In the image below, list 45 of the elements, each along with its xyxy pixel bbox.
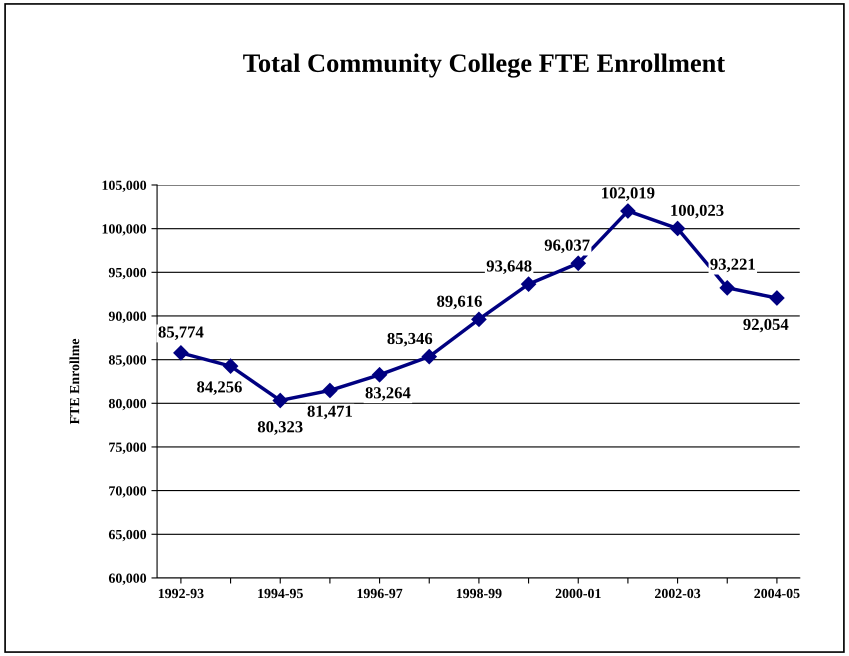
point: [322, 382, 338, 398]
text: 96,037: [544, 240, 590, 254]
y-tick-label: 95,000: [108, 268, 146, 280]
y-tick-label: 70,000: [109, 486, 146, 498]
x-tick-label: 1992-93: [158, 588, 204, 598]
y-tick-label: 105,000: [102, 180, 146, 192]
y-tick-label: 90,000: [108, 312, 146, 323]
y-tick-label: 85,000: [108, 355, 146, 367]
text: 81,471: [308, 406, 352, 420]
y-tick-label: 100,000: [102, 224, 146, 236]
y-tick-label: 60,000: [108, 574, 146, 585]
point: [521, 276, 536, 292]
text: 85,346: [387, 332, 432, 347]
chart-title: Total Community College FTE Enrollment: [243, 54, 726, 78]
text: 80,323: [258, 421, 303, 435]
text: 84,256: [197, 381, 242, 395]
point: [372, 367, 388, 382]
text: 93,221: [710, 258, 755, 272]
point: [223, 358, 238, 374]
text: 89,616: [437, 296, 482, 310]
text: 100,023: [671, 204, 724, 218]
text: 85,774: [158, 326, 204, 340]
point: [471, 312, 486, 327]
point: [769, 290, 784, 306]
x-tick-label: 2004-05: [754, 588, 800, 598]
point: [620, 203, 636, 219]
point: [272, 392, 288, 408]
x-tick-label: 2000-01: [556, 588, 601, 598]
y-tick-label: 80,000: [108, 398, 146, 410]
y-axis-title: FTE Enrollme: [69, 338, 80, 424]
point: [720, 280, 735, 296]
text: 83,264: [366, 387, 411, 401]
x-tick-label: 1998-99: [456, 588, 502, 598]
x-tick-label: 2002-03: [655, 588, 700, 598]
point: [670, 220, 686, 236]
y-tick-label: 75,000: [109, 442, 146, 454]
y-tick-label: 65,000: [108, 530, 146, 542]
text: 102,019: [602, 187, 654, 201]
text: 92,054: [743, 318, 788, 332]
point: [173, 345, 188, 360]
point: [422, 349, 437, 364]
text: 93,648: [486, 260, 532, 274]
x-tick-label: 1996-97: [358, 588, 402, 598]
point: [570, 256, 586, 271]
x-tick-label: 1994-95: [258, 588, 303, 598]
